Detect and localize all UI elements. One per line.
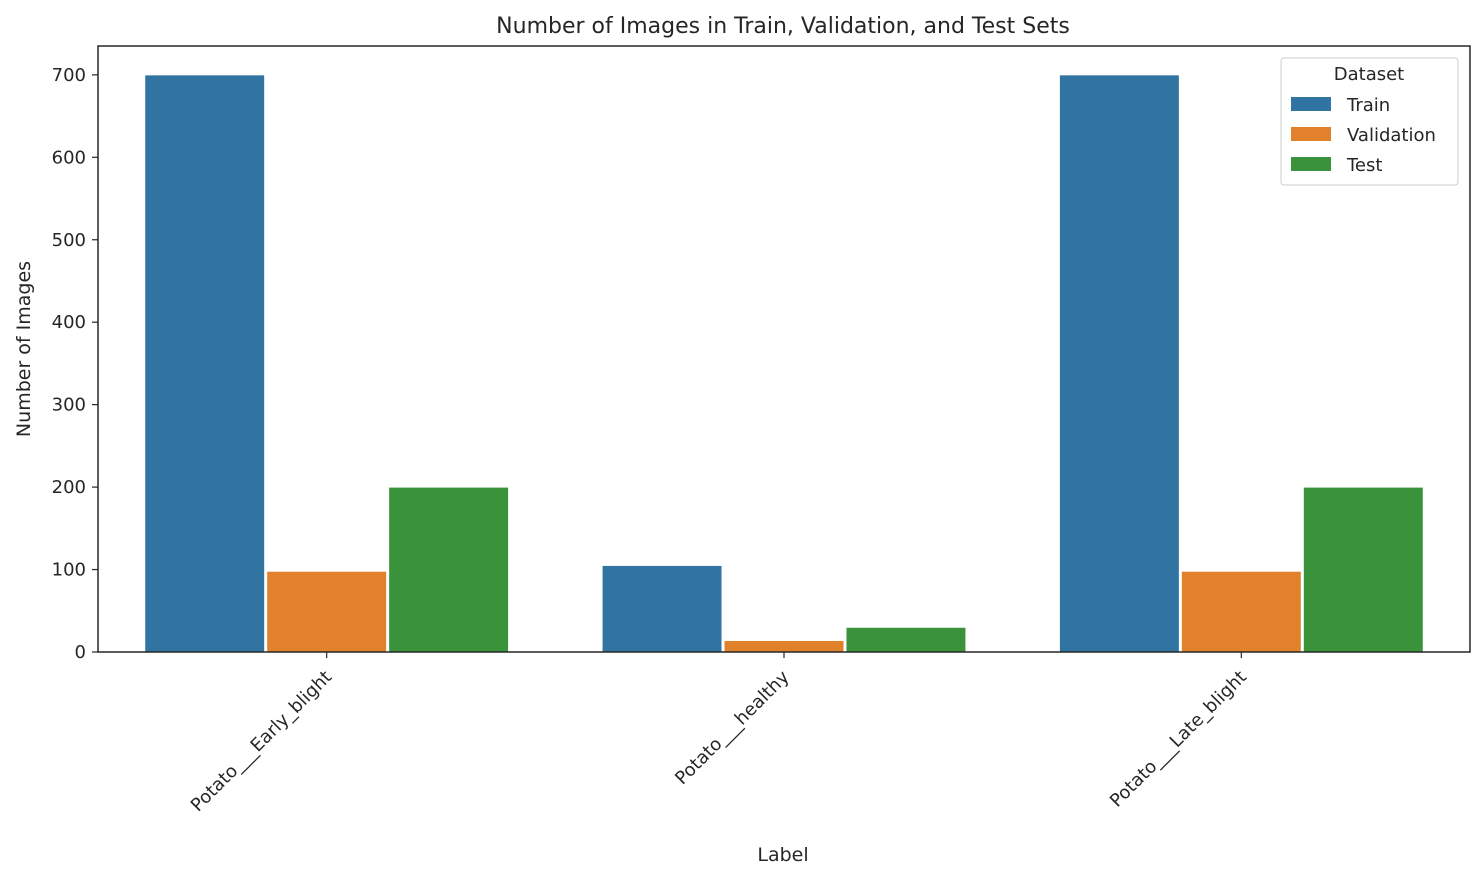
- y-tick-label: 700: [52, 65, 86, 86]
- legend-swatch-validation: [1291, 127, 1331, 141]
- y-tick-label: 500: [52, 230, 86, 251]
- x-axis-ticks: Potato___Early_blight Potato___healthy Pot…: [187, 652, 1251, 816]
- bar-validation-potato-healthy: [723, 639, 845, 653]
- y-axis-label: Number of Images: [13, 261, 35, 437]
- legend-items: Train Validation Test: [1291, 95, 1436, 176]
- x-axis-label: Label: [757, 844, 808, 866]
- bar-validation-potato-late-blight: [1180, 570, 1302, 653]
- legend-label-test: Test: [1346, 155, 1382, 176]
- y-tick-label: 400: [52, 312, 86, 333]
- bar-train-potato-late-blight: [1058, 74, 1180, 653]
- bar-test-potato-healthy: [845, 626, 967, 653]
- bars-group: [144, 74, 1424, 653]
- bar-validation-potato-early-blight: [266, 570, 388, 653]
- y-tick-label: 600: [52, 147, 86, 168]
- x-tick-label-potato-early-blight: Potato___Early_blight: [187, 667, 336, 816]
- bar-test-potato-late-blight: [1302, 486, 1424, 653]
- legend-swatch-train: [1291, 97, 1331, 111]
- x-tick-label-potato-late-blight: Potato___Late_blight: [1106, 667, 1251, 812]
- legend: Dataset Train Validation Test: [1280, 57, 1459, 186]
- legend-label-train: Train: [1346, 95, 1390, 116]
- y-tick-label: 0: [75, 642, 86, 663]
- bar-train-potato-early-blight: [144, 74, 266, 653]
- plot-frame: [97, 45, 1471, 653]
- y-tick-label: 100: [52, 560, 86, 581]
- chart-title: Number of Images in Train, Validation, a…: [496, 14, 1070, 39]
- legend-box: [1280, 57, 1459, 186]
- y-tick-label: 200: [52, 477, 86, 498]
- x-tick-label-potato-healthy: Potato___healthy: [671, 666, 794, 789]
- legend-swatch-test: [1291, 157, 1331, 171]
- y-tick-label: 300: [52, 395, 86, 416]
- bar-train-potato-healthy: [601, 564, 723, 653]
- legend-title: Dataset: [1334, 64, 1405, 85]
- legend-label-validation: Validation: [1347, 125, 1436, 146]
- y-axis-ticks: 0 100 200 300 400 500 600 700: [52, 65, 98, 663]
- bar-test-potato-early-blight: [388, 486, 510, 653]
